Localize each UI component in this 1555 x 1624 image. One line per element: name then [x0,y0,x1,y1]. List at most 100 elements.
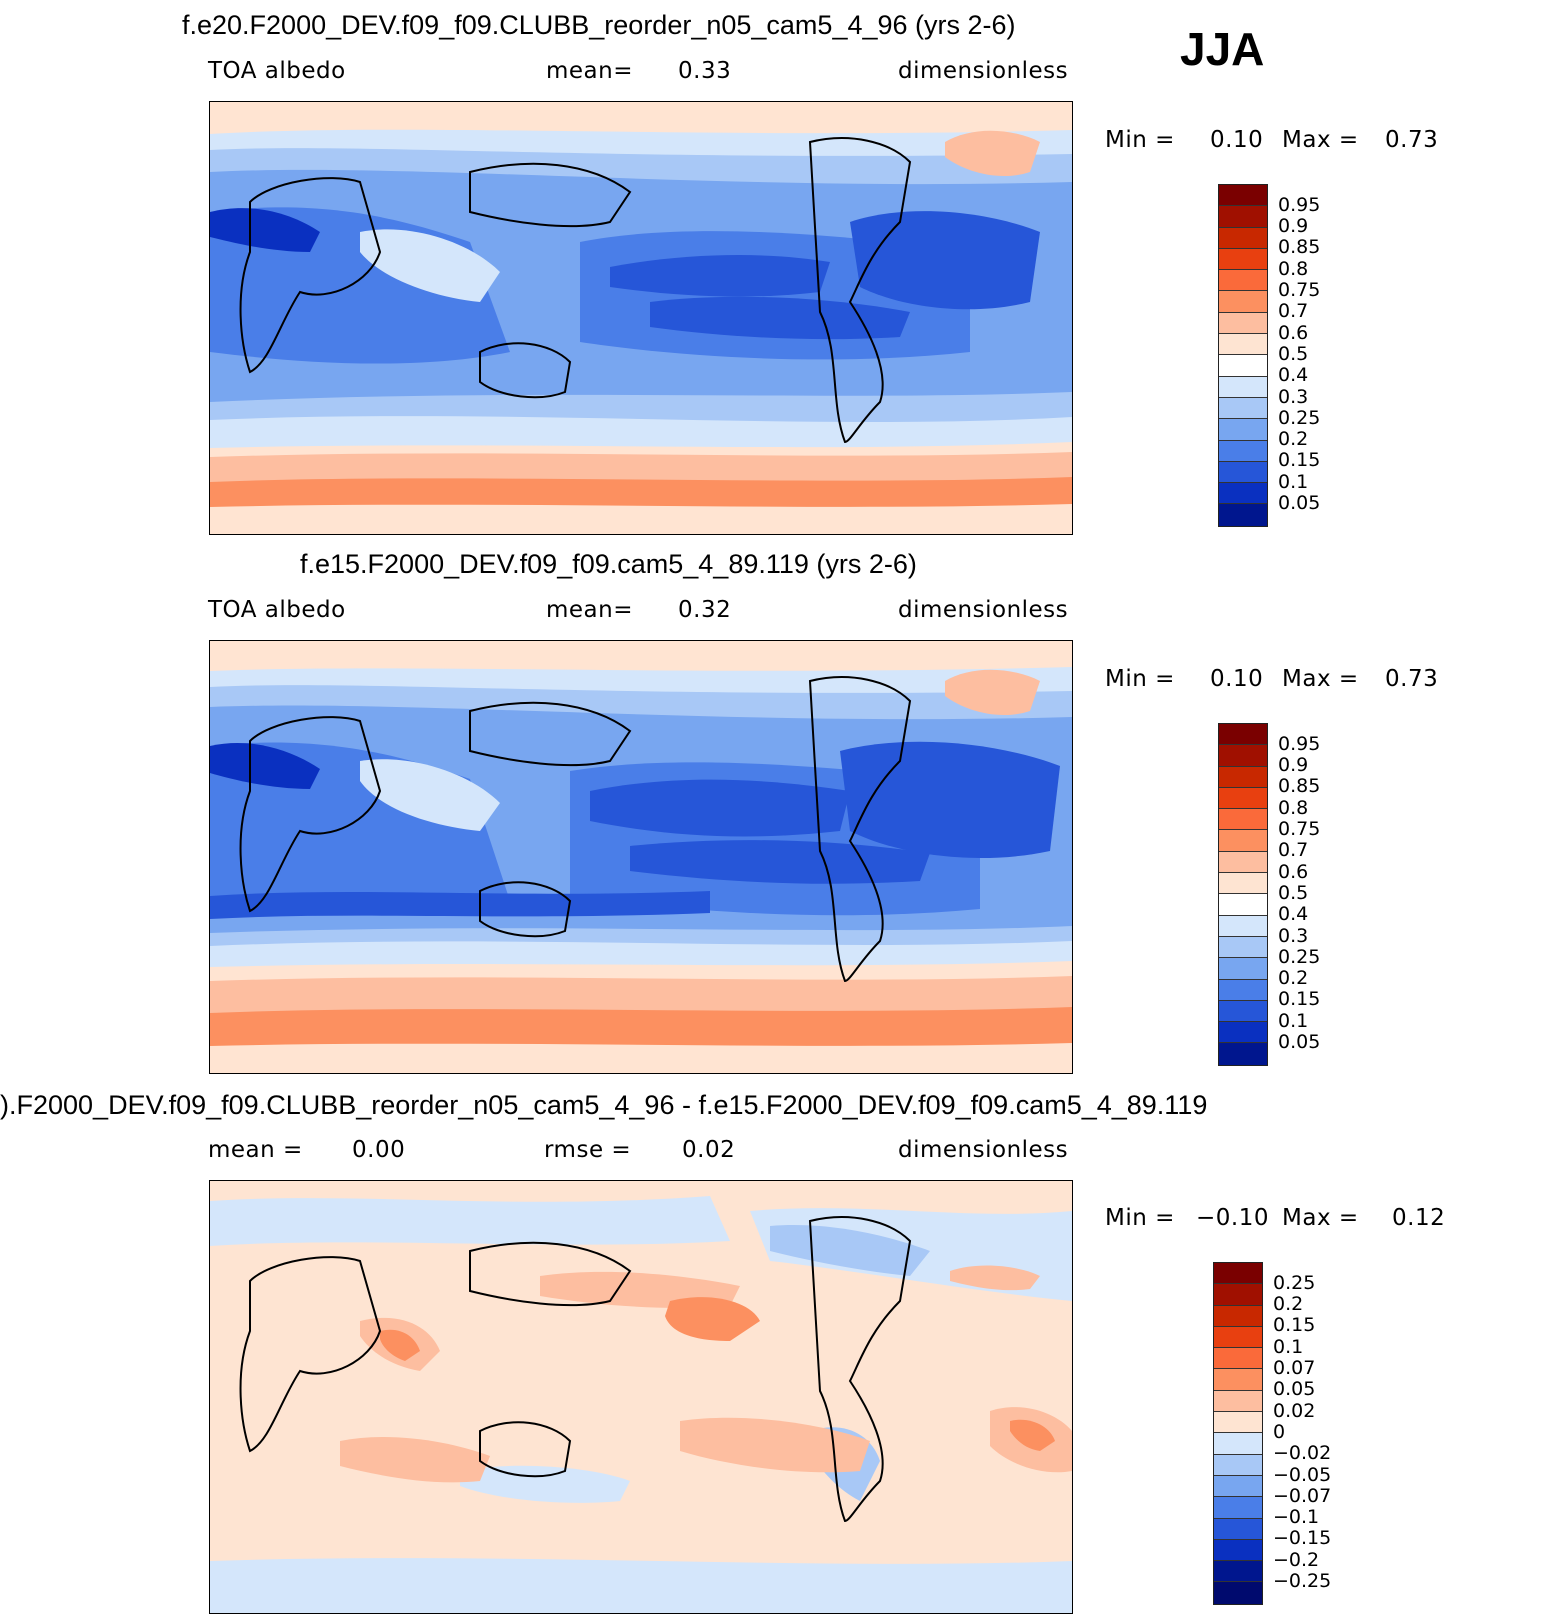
colorbar-swatch [1219,227,1267,249]
colorbar-swatch [1219,185,1267,207]
colorbar-tick-label: 0.25 [1273,1271,1316,1294]
colorbar-tick-label: 0.6 [1278,860,1309,883]
colorbar-swatches [1213,1262,1263,1605]
panel3-min-label: Min = [1105,1205,1175,1231]
colorbar-swatch [1214,1348,1262,1370]
colorbar-swatch [1219,397,1267,420]
colorbar-tick-label: −0.25 [1273,1570,1332,1592]
colorbar-swatch [1214,1284,1262,1306]
colorbar-swatch [1219,504,1267,526]
colorbar-tick-label: 0.15 [1273,1314,1316,1337]
colorbar-swatch [1214,1561,1262,1583]
colorbar-tick-label: −0.1 [1273,1506,1320,1529]
panel3-max-label: Max = [1282,1205,1359,1231]
panel1-min-label: Min = [1105,127,1175,153]
colorbar-swatch [1214,1412,1262,1434]
colorbar-tick-label: 0.15 [1278,449,1321,472]
colorbar-swatch [1219,809,1267,831]
panel3-mean-label: mean = [208,1137,303,1163]
colorbar-swatch [1219,894,1267,916]
colorbar-swatch [1219,312,1267,335]
colorbar-tick-label: 0.4 [1278,903,1309,926]
colorbar-tick-label: 0.1 [1273,1335,1304,1358]
colorbar-swatch [1214,1475,1262,1498]
colorbar-swatch [1219,483,1267,505]
colorbar-tick-label: 0.3 [1278,385,1309,408]
panel1-variable-label: TOA albedo [208,58,346,84]
colorbar-tick-label: 0.5 [1278,342,1309,365]
season-label: JJA [1180,23,1265,75]
colorbar-tick-label: 0.02 [1273,1399,1316,1422]
colorbar-swatch [1219,355,1267,377]
colorbar-swatch [1219,958,1267,980]
colorbar-tick-label: 0.2 [1273,1293,1304,1316]
panel3-map [209,1180,1073,1614]
panel3-min-value: −0.10 [1196,1205,1269,1231]
panel1-mean-value: 0.33 [678,58,732,84]
colorbar-swatch [1219,724,1267,746]
colorbar-tick-label: 0.25 [1278,945,1321,968]
colorbar-swatch [1214,1433,1262,1455]
panel2-variable-label: TOA albedo [208,597,346,623]
colorbar-swatch [1219,419,1267,441]
colorbar-tick-label: 0.1 [1278,1009,1309,1032]
colorbar-tick-label: 0.05 [1273,1378,1316,1401]
colorbar-swatch [1219,334,1267,356]
colorbar-tick-label: −0.15 [1273,1527,1332,1550]
colorbar-tick-label: 0.9 [1278,215,1309,238]
colorbar-tick-label: 0.7 [1278,300,1309,323]
panel1-units: dimensionless [898,58,1069,84]
colorbar-swatch [1219,248,1267,271]
panel3-mean-value: 0.00 [352,1137,406,1163]
colorbar-tick-label: 0.15 [1278,988,1321,1011]
colorbar-tick-label: −0.2 [1273,1548,1320,1571]
panel3-units: dimensionless [898,1137,1069,1163]
colorbar-swatch [1219,766,1267,788]
colorbar-swatch [1219,206,1267,228]
colorbar-swatches [1218,723,1268,1066]
panel2-units: dimensionless [898,597,1069,623]
panel3-rmse-value: 0.02 [682,1137,736,1163]
panel2-mean-value: 0.32 [678,597,732,623]
colorbar-tick-label: 0.85 [1278,236,1321,259]
colorbar-swatch [1214,1539,1262,1562]
panel2-max-label: Max = [1282,666,1359,692]
colorbar-swatch [1214,1369,1262,1391]
panel1-title: f.e20.F2000_DEV.f09_f09.CLUBB_reorder_n0… [182,10,1016,40]
colorbar-tick-label: 0.95 [1278,193,1321,216]
colorbar-tick-label: −0.02 [1273,1442,1332,1465]
colorbar-swatch [1219,1000,1267,1023]
colorbar-tick-label: 0.75 [1278,818,1321,840]
panel2-max-value: 0.73 [1385,666,1439,692]
colorbar-swatch [1214,1582,1262,1604]
colorbar-swatch [1214,1305,1262,1327]
panel2-min-label: Min = [1105,666,1175,692]
colorbar-swatch [1214,1454,1262,1476]
colorbar-swatch [1219,830,1267,852]
colorbar-tick-label: 0.2 [1278,967,1309,990]
colorbar-tick-label: 0.6 [1278,321,1309,344]
colorbar-tick-label: 0.1 [1278,470,1309,493]
colorbar-tick-label: 0.25 [1278,406,1321,429]
colorbar-swatch [1219,270,1267,292]
panel1-map [209,101,1073,535]
colorbar-tick-label: 0.05 [1278,1031,1321,1053]
colorbar-swatch [1214,1326,1262,1349]
colorbar-tick-label: 0.7 [1278,839,1309,862]
colorbar-tick-label: 0.8 [1278,796,1309,819]
panel1-min-value: 0.10 [1210,127,1264,153]
panel1-max-label: Max = [1282,127,1359,153]
colorbar-swatch [1219,1022,1267,1044]
colorbar-tick-label: 0.3 [1278,924,1309,947]
colorbar-swatch [1219,979,1267,1001]
panel2-map [209,640,1073,1074]
colorbar-tick-label: 0.07 [1273,1357,1316,1379]
panel3-rmse-label: rmse = [544,1137,632,1163]
colorbar-swatch [1219,936,1267,959]
colorbar-swatch [1219,440,1267,462]
colorbar-swatch [1219,851,1267,874]
colorbar-tick-label: 0 [1273,1420,1286,1443]
colorbar-tick-label: −0.07 [1273,1484,1332,1507]
colorbar-swatch [1219,376,1267,398]
colorbar-swatch [1219,461,1267,484]
